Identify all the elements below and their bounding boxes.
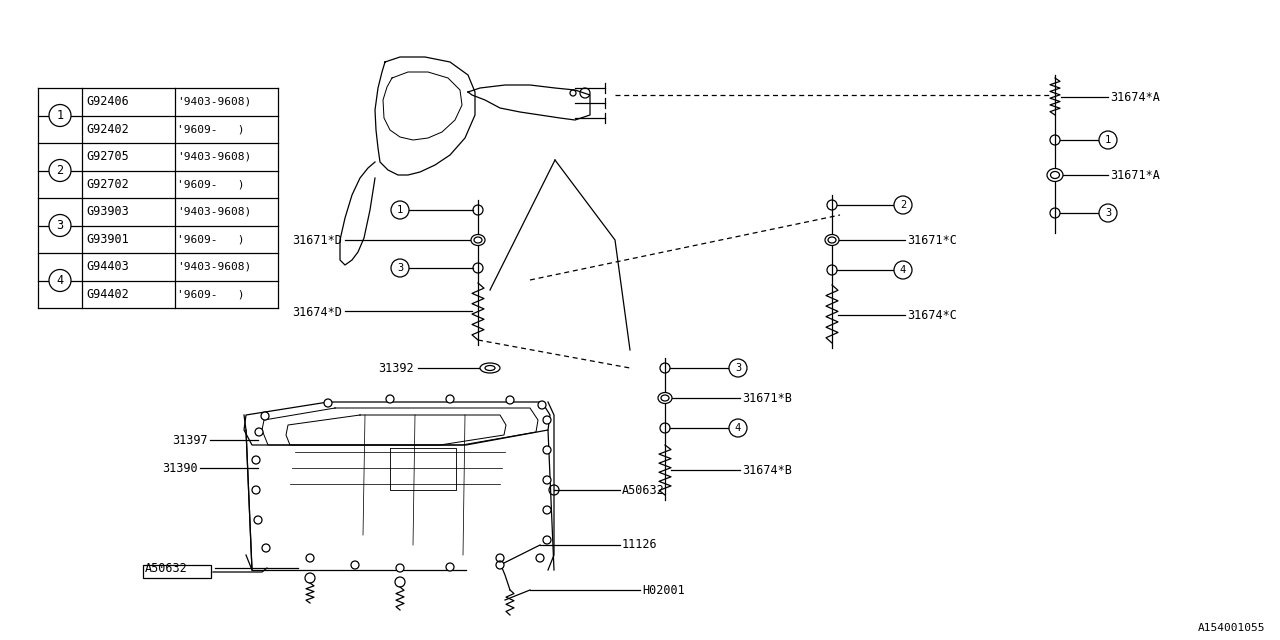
Text: 31674*C: 31674*C <box>908 308 957 321</box>
Ellipse shape <box>1051 172 1060 179</box>
Circle shape <box>730 359 748 377</box>
Circle shape <box>49 269 70 291</box>
Text: '9609-   ): '9609- ) <box>177 179 244 189</box>
Text: 31392: 31392 <box>379 362 413 374</box>
Text: '9403-9608): '9403-9608) <box>177 97 251 107</box>
Circle shape <box>543 536 550 544</box>
Text: 31674*B: 31674*B <box>742 463 792 477</box>
Circle shape <box>390 259 410 277</box>
Text: 3: 3 <box>735 363 741 373</box>
Circle shape <box>324 399 332 407</box>
Text: 31671*C: 31671*C <box>908 234 957 246</box>
Ellipse shape <box>1047 168 1062 182</box>
Circle shape <box>255 428 262 436</box>
Text: G92705: G92705 <box>86 150 129 163</box>
Circle shape <box>252 486 260 494</box>
Circle shape <box>445 563 454 571</box>
Text: 2: 2 <box>900 200 906 210</box>
Text: 31390: 31390 <box>163 461 198 474</box>
Text: G94402: G94402 <box>86 288 129 301</box>
Circle shape <box>445 395 454 403</box>
Circle shape <box>1100 131 1117 149</box>
Circle shape <box>1100 204 1117 222</box>
Ellipse shape <box>658 392 672 403</box>
Text: '9609-   ): '9609- ) <box>177 124 244 134</box>
Text: '9403-9608): '9403-9608) <box>177 207 251 217</box>
Text: 3: 3 <box>1105 208 1111 218</box>
Text: A154001055: A154001055 <box>1198 623 1265 633</box>
Circle shape <box>261 412 269 420</box>
Text: A50632: A50632 <box>145 561 188 575</box>
Circle shape <box>49 104 70 127</box>
Text: G93901: G93901 <box>86 233 129 246</box>
Text: '9609-   ): '9609- ) <box>177 234 244 244</box>
Text: 1: 1 <box>56 109 64 122</box>
Text: 3: 3 <box>56 219 64 232</box>
Circle shape <box>506 396 515 404</box>
Ellipse shape <box>485 365 495 371</box>
Circle shape <box>536 554 544 562</box>
Text: G92402: G92402 <box>86 123 129 136</box>
Circle shape <box>396 564 404 572</box>
Ellipse shape <box>480 363 500 373</box>
Text: 11126: 11126 <box>622 538 658 552</box>
Circle shape <box>543 416 550 424</box>
Text: 31397: 31397 <box>173 433 209 447</box>
Text: 31674*D: 31674*D <box>292 305 342 319</box>
Text: '9609-   ): '9609- ) <box>177 289 244 300</box>
Text: 31671*B: 31671*B <box>742 392 792 404</box>
Circle shape <box>730 419 748 437</box>
Text: 4: 4 <box>56 274 64 287</box>
Ellipse shape <box>660 395 669 401</box>
Text: 2: 2 <box>56 164 64 177</box>
Circle shape <box>306 554 314 562</box>
Text: '9403-9608): '9403-9608) <box>177 152 251 162</box>
Text: G93903: G93903 <box>86 205 129 218</box>
Text: 31671*D: 31671*D <box>292 234 342 246</box>
Circle shape <box>387 395 394 403</box>
Circle shape <box>49 159 70 182</box>
Text: 1: 1 <box>397 205 403 215</box>
Text: 31671*A: 31671*A <box>1110 168 1160 182</box>
Ellipse shape <box>826 234 838 246</box>
Bar <box>143 565 211 578</box>
Text: H02001: H02001 <box>643 584 685 596</box>
Circle shape <box>390 201 410 219</box>
Circle shape <box>538 401 547 409</box>
Circle shape <box>893 196 913 214</box>
Circle shape <box>351 561 358 569</box>
Ellipse shape <box>474 237 483 243</box>
Circle shape <box>543 446 550 454</box>
Ellipse shape <box>471 234 485 246</box>
Text: G92406: G92406 <box>86 95 129 108</box>
Text: G92702: G92702 <box>86 178 129 191</box>
Text: '9403-9608): '9403-9608) <box>177 262 251 272</box>
Circle shape <box>49 214 70 237</box>
Text: 4: 4 <box>735 423 741 433</box>
Circle shape <box>262 544 270 552</box>
Circle shape <box>543 506 550 514</box>
Text: 4: 4 <box>900 265 906 275</box>
Circle shape <box>893 261 913 279</box>
Text: 1: 1 <box>1105 135 1111 145</box>
Circle shape <box>253 516 262 524</box>
Text: 3: 3 <box>397 263 403 273</box>
Circle shape <box>252 456 260 464</box>
Text: G94403: G94403 <box>86 260 129 273</box>
Text: 31674*A: 31674*A <box>1110 90 1160 104</box>
Text: A50632: A50632 <box>622 483 664 497</box>
Ellipse shape <box>828 237 836 243</box>
Circle shape <box>497 561 504 569</box>
Circle shape <box>543 476 550 484</box>
